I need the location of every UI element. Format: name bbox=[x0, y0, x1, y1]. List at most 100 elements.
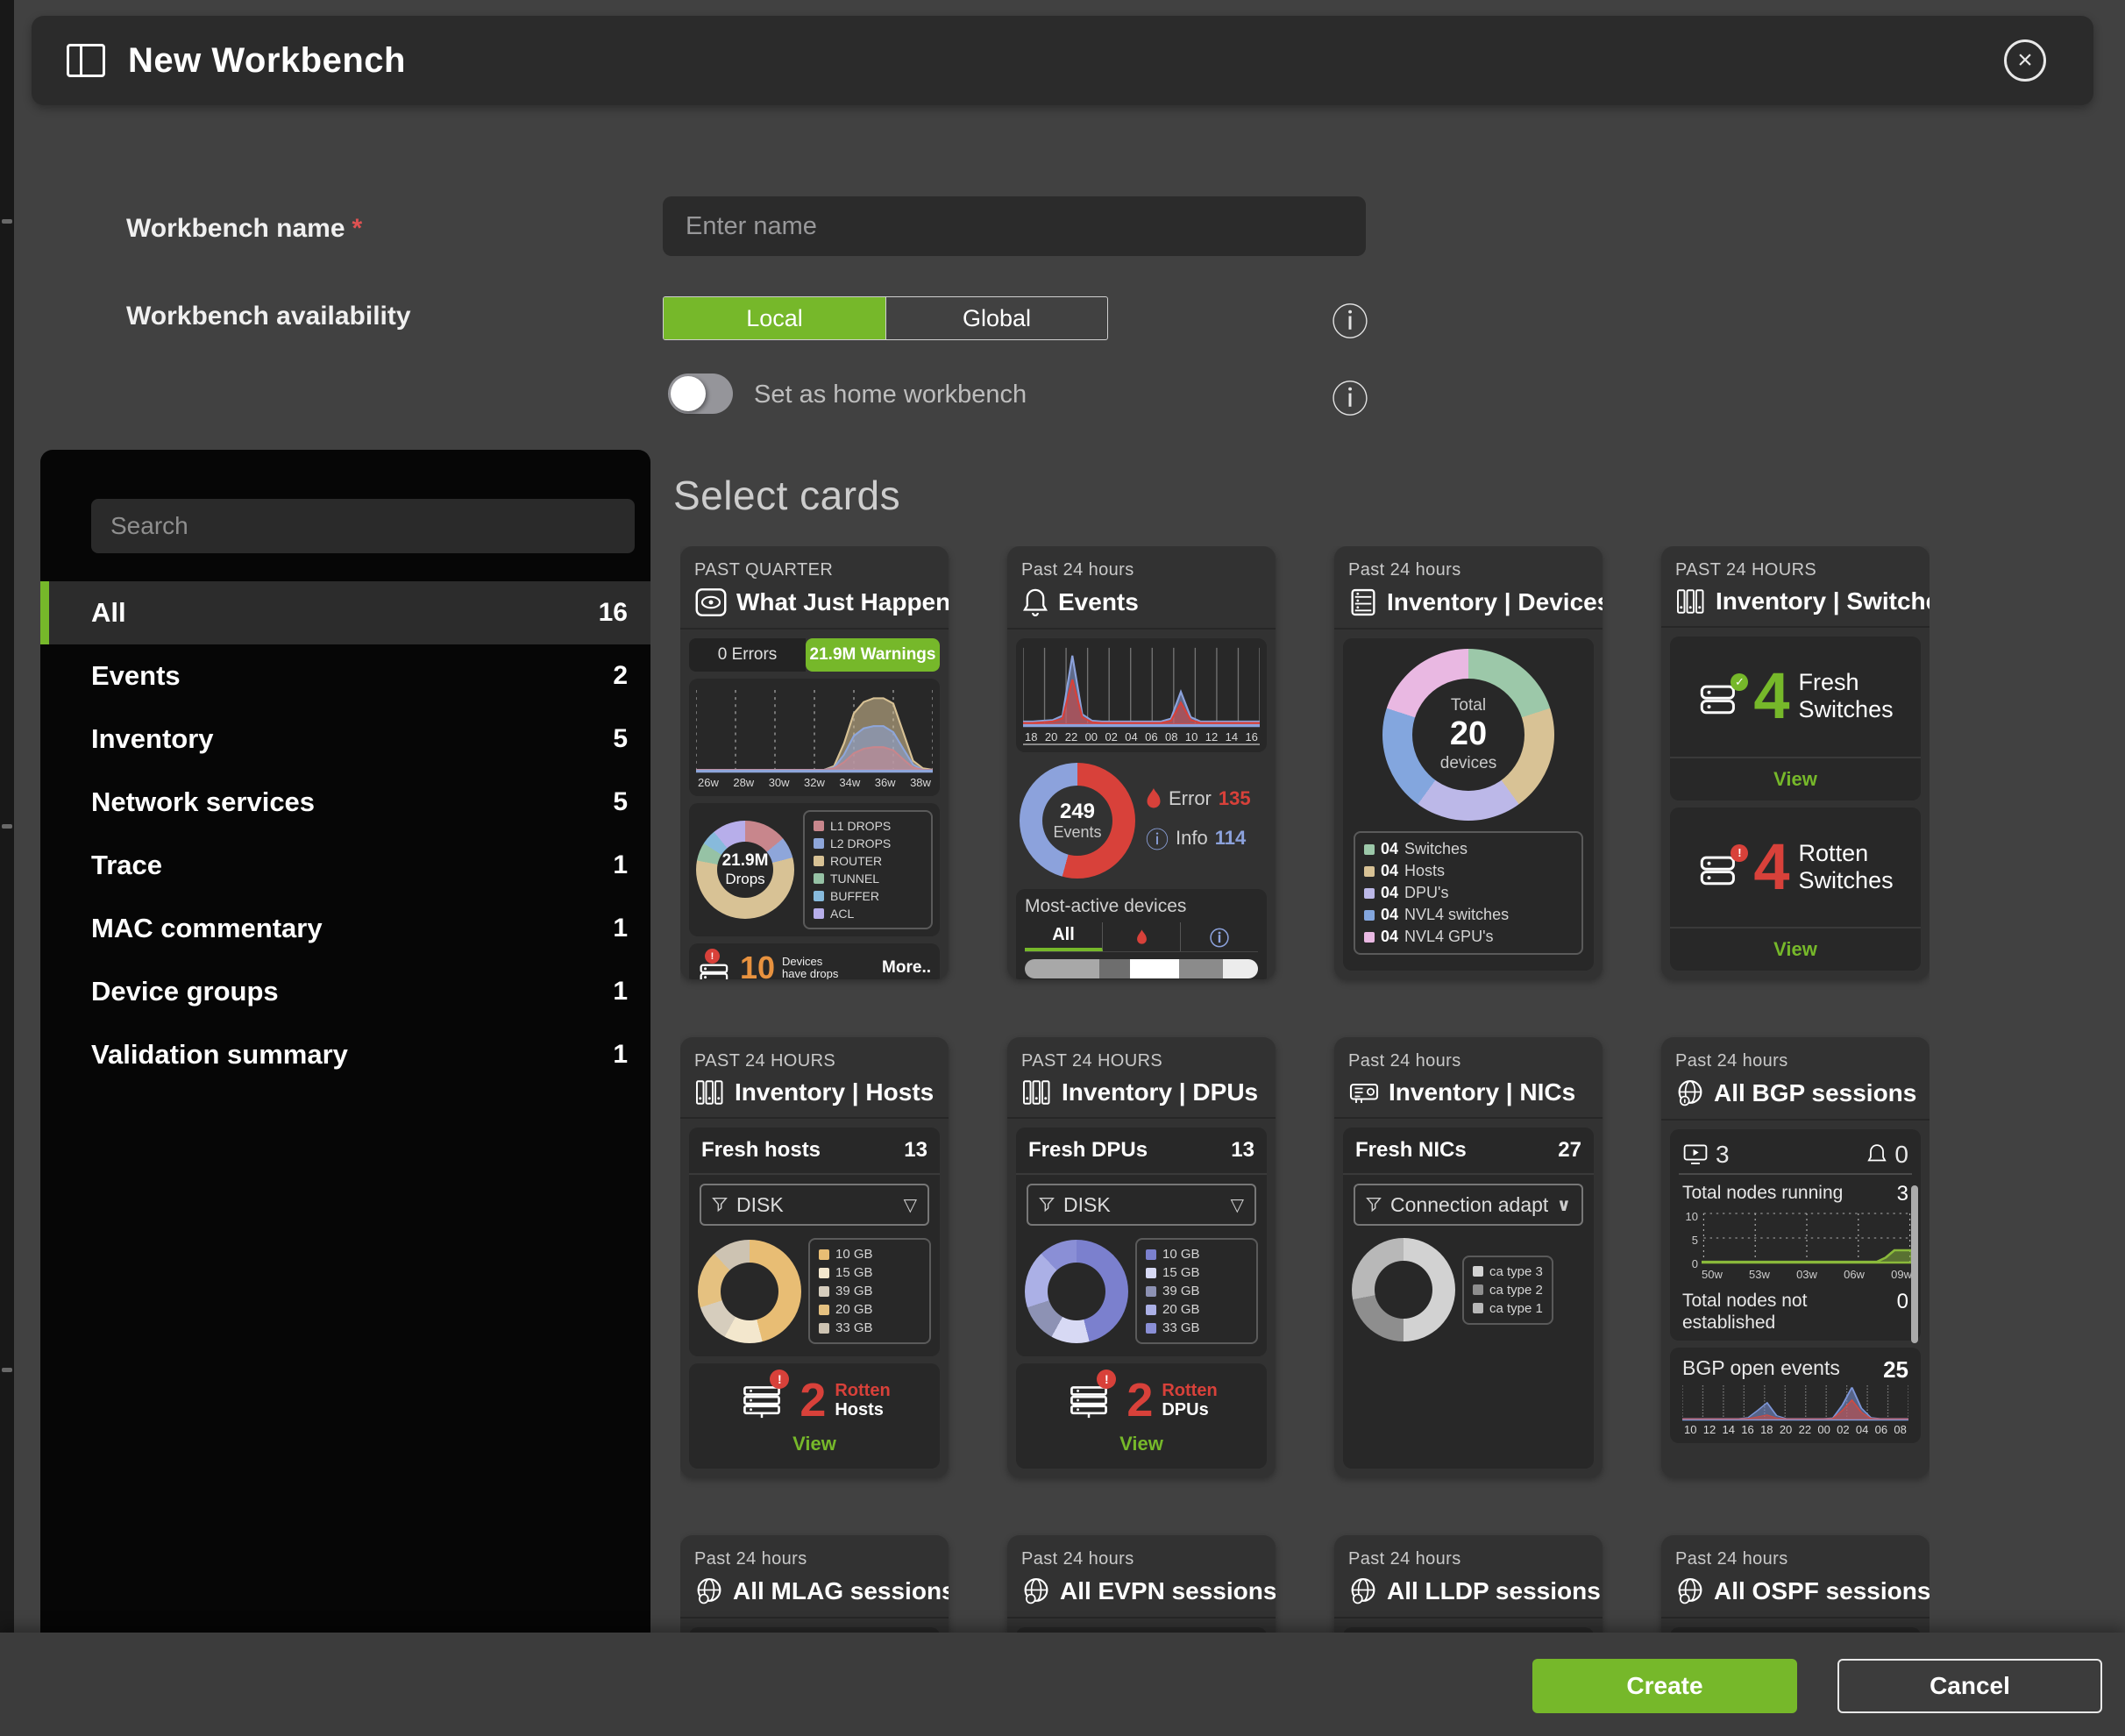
tab-info[interactable]: ⓘ bbox=[1181, 922, 1258, 951]
dialog-header: New Workbench × bbox=[32, 16, 2093, 105]
sidebar-item-mac-commentary[interactable]: MAC commentary 1 bbox=[40, 897, 650, 960]
close-icon[interactable]: × bbox=[2004, 39, 2046, 82]
sidebar-item-count: 1 bbox=[613, 850, 628, 879]
info-icon[interactable]: ⓘ bbox=[1331, 378, 1368, 420]
rotten-dpus-panel[interactable]: ! 2 Rotten DPUs View bbox=[1016, 1363, 1267, 1469]
scrollbar[interactable] bbox=[1911, 1185, 1918, 1343]
x-tick-label: 04 bbox=[1125, 730, 1138, 743]
card-title: All BGP sessions bbox=[1714, 1079, 1917, 1106]
bar-segment bbox=[1129, 959, 1179, 978]
card-inventory-dpus[interactable]: PAST 24 HOURS Inventory | DPUs Fresh DPU… bbox=[1007, 1037, 1276, 1477]
view-rotten-switches-link[interactable]: View bbox=[1773, 938, 1817, 960]
x-tick-label: 53w bbox=[1749, 1268, 1770, 1281]
card-what-just-happened[interactable]: PAST QUARTER What Just Happened 0 Errors… bbox=[680, 546, 949, 979]
card-all-evpn-sessions[interactable]: Past 24 hours All EVPN sessions bbox=[1007, 1535, 1276, 1633]
rotten-switches-count: 4 bbox=[1753, 829, 1790, 903]
legend-item: 10 GB bbox=[1146, 1247, 1247, 1262]
card-header: Past 24 hours All MLAG sessions bbox=[680, 1535, 949, 1619]
sidebar-item-inventory[interactable]: Inventory 5 bbox=[40, 708, 650, 771]
card-grid: PAST QUARTER What Just Happened 0 Errors… bbox=[680, 546, 1930, 1633]
card-period: Past 24 hours bbox=[1675, 1549, 1788, 1569]
tab-errors[interactable] bbox=[1103, 922, 1181, 951]
rack-icon bbox=[1351, 588, 1375, 616]
fresh-switches-panel[interactable]: ✓ 4 Fresh Switches View bbox=[1670, 637, 1921, 800]
workbench-name-input[interactable] bbox=[663, 196, 1366, 256]
card-title: All OSPF sessions bbox=[1714, 1577, 1930, 1604]
card-inventory-devices[interactable]: Past 24 hours Inventory | Devices Total bbox=[1334, 546, 1603, 979]
devices-legend: 04 Switches 04 Hosts 04 DPU's 04 NVL4 switches 0… bbox=[1354, 831, 1583, 955]
rotten-hosts-panel[interactable]: ! 2 Rotten Hosts View bbox=[689, 1363, 940, 1469]
card-all-mlag-sessions[interactable]: Past 24 hours All MLAG sessions bbox=[680, 1535, 949, 1633]
sidebar-item-device-groups[interactable]: Device groups 1 bbox=[40, 960, 650, 1023]
card-period: PAST QUARTER bbox=[694, 560, 834, 580]
fresh-nics-label: Fresh NICs bbox=[1355, 1138, 1467, 1162]
workbench-name-label: Workbench name * bbox=[126, 214, 363, 243]
create-button[interactable]: Create bbox=[1532, 1659, 1797, 1713]
sidebar-item-validation-summary[interactable]: Validation summary 1 bbox=[40, 1023, 650, 1086]
bar-segment bbox=[1025, 959, 1100, 978]
card-title: What Just Happened bbox=[736, 588, 949, 615]
bgp-open-events-chart: 10 12 14 16 18 20 22 00 02 04 06 08 bbox=[1679, 1384, 1912, 1436]
x-tick-label: 02 bbox=[1105, 730, 1118, 743]
legend-item: BUFFER bbox=[814, 889, 922, 903]
legend-item: ACL bbox=[814, 907, 922, 921]
legend-item: 15 GB bbox=[819, 1265, 920, 1280]
x-tick-label: 06w bbox=[1844, 1268, 1865, 1281]
home-workbench-toggle[interactable] bbox=[668, 374, 733, 414]
disk-filter-dropdown[interactable]: DISK ▽ bbox=[1027, 1184, 1256, 1226]
fresh-dpus-panel: Fresh DPUs 13 DISK ▽ 10 GB 15 GB 39 GB 20 G… bbox=[1016, 1128, 1267, 1356]
x-tick-label: 50w bbox=[1702, 1268, 1723, 1281]
search-input[interactable] bbox=[91, 499, 635, 553]
sidebar-item-label: MAC commentary bbox=[91, 913, 323, 943]
card-period: Past 24 hours bbox=[1348, 1051, 1461, 1071]
y-tick-label: 5 bbox=[1691, 1233, 1698, 1247]
info-icon: ⓘ bbox=[1146, 826, 1169, 853]
availability-option-local[interactable]: Local bbox=[664, 297, 885, 339]
tab-all[interactable]: All bbox=[1025, 922, 1103, 951]
card-all-lldp-sessions[interactable]: Past 24 hours All LLDP sessions bbox=[1334, 1535, 1603, 1633]
card-header: PAST 24 HOURS Inventory | DPUs bbox=[1007, 1037, 1276, 1119]
tab-warnings[interactable]: 21.9M Warnings bbox=[806, 638, 940, 672]
tab-errors[interactable]: 0 Errors bbox=[689, 638, 807, 672]
more-link[interactable]: More.. bbox=[882, 958, 931, 977]
x-tick-label: 36w bbox=[874, 776, 896, 789]
legend-item: 20 GB bbox=[1146, 1302, 1247, 1317]
y-tick-label: 0 bbox=[1691, 1256, 1698, 1270]
rotten-switches-panel[interactable]: ! 4 Rotten Switches View bbox=[1670, 807, 1921, 971]
sidebar-item-trace[interactable]: Trace 1 bbox=[40, 834, 650, 897]
disk-filter-dropdown[interactable]: DISK ▽ bbox=[700, 1184, 929, 1226]
card-events[interactable]: Past 24 hours Events 18 20 22 00 02 04 06 08 10 1… bbox=[1007, 546, 1276, 979]
info-icon[interactable]: ⓘ bbox=[1331, 301, 1368, 343]
sidebar-item-network-services[interactable]: Network services 5 bbox=[40, 771, 650, 834]
cancel-button[interactable]: Cancel bbox=[1837, 1659, 2102, 1713]
card-title: Events bbox=[1058, 588, 1139, 615]
view-rotten-hosts-link[interactable]: View bbox=[792, 1433, 836, 1455]
availability-option-global[interactable]: Global bbox=[885, 297, 1107, 339]
card-header: PAST 24 HOURS Inventory | Switches bbox=[1661, 546, 1930, 628]
sidebar-item-all[interactable]: All 16 bbox=[40, 581, 650, 644]
x-tick-label: 30w bbox=[768, 776, 790, 789]
events-donut: 249 Events bbox=[1020, 763, 1135, 879]
sidebar-item-events[interactable]: Events 2 bbox=[40, 644, 650, 708]
hosts-disk-donut bbox=[698, 1239, 801, 1343]
legend-item: 10 GB bbox=[819, 1247, 920, 1262]
devices-with-drops-label: Devices have drops bbox=[782, 954, 839, 979]
view-fresh-switches-link[interactable]: View bbox=[1773, 767, 1817, 790]
card-all-bgp-sessions[interactable]: Past 24 hours All BGP sessions bbox=[1661, 1037, 1930, 1477]
x-tick-label: 26w bbox=[698, 776, 719, 789]
monitor-count: 3 bbox=[1716, 1141, 1730, 1168]
card-inventory-hosts[interactable]: PAST 24 HOURS Inventory | Hosts Fresh ho… bbox=[680, 1037, 949, 1477]
events-donut-panel: 249 Events Error 135 ⓘ Info bbox=[1016, 759, 1267, 882]
bar-segment bbox=[1178, 959, 1224, 978]
x-tick-label: 20 bbox=[1779, 1423, 1793, 1437]
card-inventory-nics[interactable]: Past 24 hours Inventory | NICs Fresh NIC… bbox=[1334, 1037, 1603, 1477]
card-period: Past 24 hours bbox=[1021, 560, 1134, 580]
dialog-title: New Workbench bbox=[128, 40, 406, 80]
connection-adapter-filter-dropdown[interactable]: Connection adapter... ∨ bbox=[1354, 1184, 1583, 1226]
most-active-tabs: All ⓘ bbox=[1025, 922, 1258, 952]
rotten-hosts-label: Rotten Hosts bbox=[835, 1381, 891, 1419]
view-rotten-dpus-link[interactable]: View bbox=[1119, 1433, 1163, 1455]
fresh-switches-label: Fresh Switches bbox=[1798, 669, 1894, 723]
card-all-ospf-sessions[interactable]: Past 24 hours All OSPF sessions bbox=[1661, 1535, 1930, 1633]
card-inventory-switches[interactable]: PAST 24 HOURS Inventory | Switches bbox=[1661, 546, 1930, 979]
